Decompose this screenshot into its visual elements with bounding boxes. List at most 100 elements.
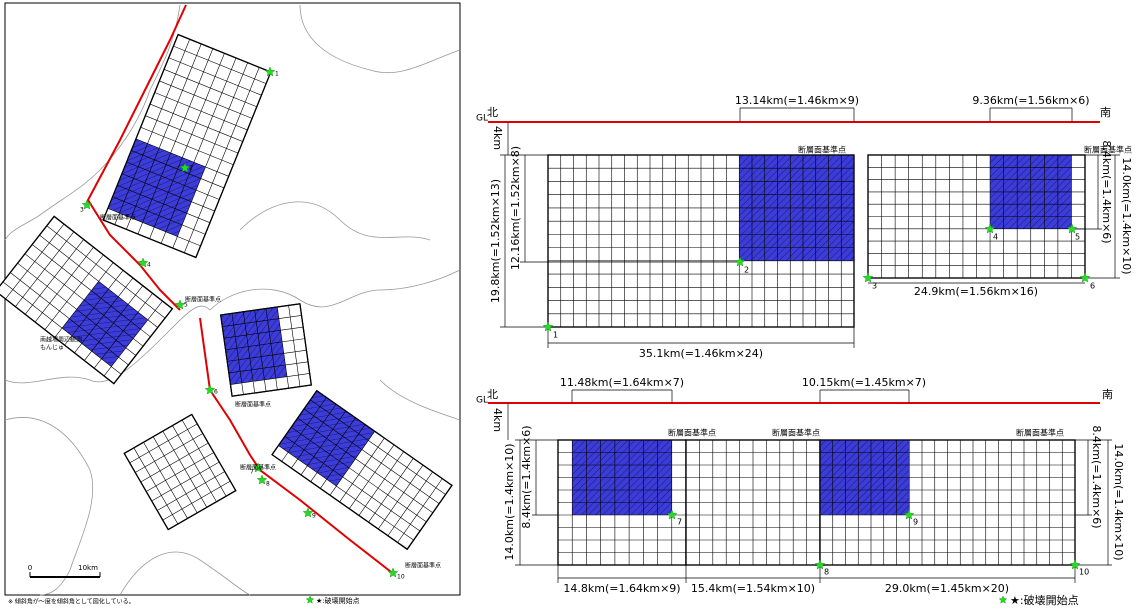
map-fault-plane: [123, 413, 237, 531]
rupture-start: [264, 66, 276, 77]
dimension-label: 24.9km(=1.56km×16): [914, 285, 1038, 298]
grid-lines: [686, 440, 820, 565]
grid-lines: [2, 223, 166, 377]
dimension-label: 14.8km(=1.64km×9): [563, 582, 680, 595]
rupture-start: [903, 509, 915, 520]
footnote: ※ 傾斜角が～度を傾斜角として図化している。: [8, 598, 135, 606]
dimension-label: 10.15km(=1.45km×7): [802, 376, 926, 389]
rupture-start: [984, 223, 996, 234]
dimension-label: 29.0km(=1.45km×20): [885, 582, 1009, 595]
gl-label: GL: [476, 114, 488, 124]
rupture-start: [862, 272, 874, 283]
coastlines: [4, 4, 461, 596]
point-label: 6: [1090, 282, 1095, 291]
point-label: 4: [147, 262, 151, 269]
dimension-label: 19.8km(=1.52km×13): [489, 179, 502, 303]
rupture-start: [542, 321, 554, 332]
point-label: 8: [266, 481, 270, 488]
reference-label: 断層面基準点: [772, 428, 820, 438]
point-label: 4: [993, 233, 998, 242]
reference-label: 断層面基準点: [668, 428, 716, 438]
reference-label: 断層面基準点: [100, 214, 136, 222]
rupture-start: [174, 299, 186, 310]
reference-label: 断層面基準点: [1016, 428, 1064, 438]
rupture-start: [1079, 272, 1091, 283]
reference-label: 断層面基準点: [185, 296, 221, 304]
depth-label: 4km: [491, 408, 504, 432]
grid-lines: [278, 397, 446, 543]
map-fault-plane: [102, 33, 272, 259]
fault-plane-outline: [123, 413, 237, 531]
scale-bar: [29, 572, 101, 578]
scale-label: 10km: [78, 564, 98, 572]
point-label: 8: [824, 568, 829, 577]
fault-plane-outline: [102, 33, 272, 259]
point-label: 3: [872, 282, 877, 291]
legend-label: ★:破壊開始点: [1010, 593, 1079, 607]
dimension-label: 11.48km(=1.64km×7): [560, 376, 684, 389]
site-label: 南越場周辺観測: [40, 336, 82, 344]
gl-label: GL: [476, 396, 488, 406]
point-label: 9: [312, 513, 316, 520]
direction-label: 北: [487, 388, 498, 401]
rupture-start: [387, 567, 399, 578]
reference-label: 断層面基準点: [405, 562, 441, 570]
grid-lines: [129, 419, 231, 525]
direction-label: 南: [1102, 388, 1113, 401]
fault-plane-outline: [271, 389, 453, 551]
grid-lines: [222, 305, 310, 395]
dimension-label: 8.4km(=1.4km×6): [1090, 425, 1103, 528]
dimension-label: 14.0km(=1.4km×10): [503, 443, 516, 560]
point-label: 9: [913, 518, 918, 527]
rupture-start: [814, 559, 826, 570]
dimension-label: 9.36km(=1.56km×6): [972, 94, 1089, 107]
rupture-start: [302, 507, 314, 518]
reference-label: 断層面基準点: [1084, 145, 1132, 155]
rupture-start: [305, 595, 315, 604]
point-label: 2: [744, 266, 749, 275]
fault-plane-outline: [220, 303, 312, 397]
dimension-label: 13.14km(=1.46km×9): [735, 94, 859, 107]
fault-trace: [199, 317, 396, 576]
scale-label: 0: [28, 564, 32, 572]
point-label: 7: [677, 518, 682, 527]
fault-plane-outline: [0, 215, 174, 385]
grid-lines: [548, 155, 854, 327]
fault-plane-outline: [867, 154, 1086, 279]
site-label: もんじゅ: [40, 345, 64, 352]
dimension-label: 14.0km(=1.4km×10): [1120, 157, 1133, 274]
point-label: 2: [189, 165, 193, 172]
map-fault-plane: [271, 389, 453, 551]
dimension-label: 8.4km(=1.4km×6): [520, 425, 533, 528]
labels: 12345678910断層面基準点断層面基準点断層面基準点断層面基準点断層面基準…: [8, 71, 1133, 608]
reference-label: 断層面基準点: [240, 464, 276, 472]
grid-lines: [558, 440, 686, 565]
reference-label: 断層面基準点: [235, 401, 271, 409]
direction-label: 南: [1100, 106, 1111, 119]
point-label: 1: [275, 71, 279, 78]
grid-lines: [820, 440, 1075, 565]
point-label: 3: [80, 207, 84, 214]
fault-plane-outline: [819, 439, 1076, 566]
direction-label: 北: [487, 106, 498, 119]
point-label: 6: [214, 389, 218, 396]
map-fault-plane: [220, 303, 312, 397]
point-label: 5: [1075, 233, 1080, 242]
rupture-start: [204, 384, 216, 395]
rupture-start: [998, 595, 1008, 604]
point-label: 7: [250, 469, 254, 476]
point-label: 1: [553, 331, 558, 340]
rupture-start: [1069, 559, 1081, 570]
point-label: 10: [1079, 568, 1089, 577]
rupture-start: [137, 257, 149, 268]
dimension-label: 8.4km(=1.4km×6): [1100, 140, 1113, 243]
rupture-start: [256, 474, 268, 485]
rupture-start: [1066, 223, 1078, 234]
map-fault-planes: [0, 33, 453, 551]
rupture-start: [81, 199, 93, 210]
dimension-label: 35.1km(=1.46km×24): [639, 347, 763, 360]
grid-lines: [868, 155, 1085, 278]
rupture-start: [179, 162, 191, 173]
point-label: 5: [184, 302, 188, 309]
dimension-label: 12.16km(=1.52km×8): [509, 146, 522, 270]
